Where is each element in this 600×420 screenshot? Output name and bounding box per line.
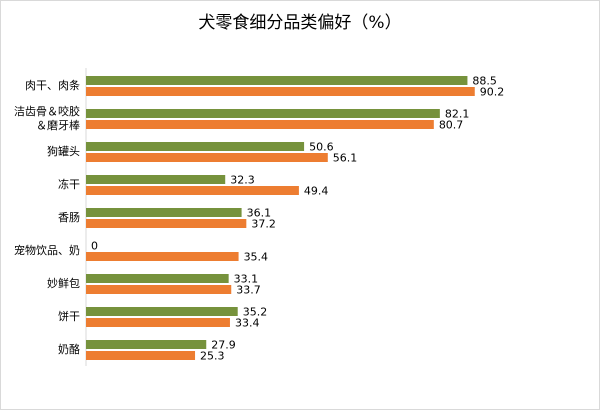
bar	[86, 120, 434, 129]
value-label: 33.1	[234, 273, 259, 286]
bar	[86, 340, 207, 349]
value-label: 82.1	[445, 108, 470, 121]
y-tick-label: 香肠	[58, 211, 80, 224]
bar	[86, 351, 196, 360]
bar	[86, 186, 299, 195]
value-label: 33.4	[235, 317, 259, 330]
y-tick-label: 肉干、肉条	[25, 78, 80, 92]
y-tick-label: 宠物饮品、奶	[14, 243, 80, 257]
chart-title: 犬零食细分品类偏好（%）	[198, 13, 401, 33]
value-label: 0	[91, 240, 98, 253]
bar	[86, 219, 247, 228]
bar	[86, 252, 239, 261]
value-label: 88.5	[472, 75, 497, 88]
value-label: 33.7	[236, 284, 261, 297]
y-tick-label: 冻干	[58, 177, 80, 191]
bar	[86, 142, 305, 151]
bar	[86, 285, 232, 294]
value-label: 49.4	[304, 185, 329, 198]
value-label: 80.7	[439, 119, 464, 132]
bar	[86, 318, 230, 327]
value-label: 35.2	[243, 306, 268, 319]
y-tick-label: 妙鲜包	[47, 276, 80, 290]
y-tick-label: 狗罐头	[47, 145, 80, 158]
bar	[86, 76, 468, 85]
value-label: 90.2	[480, 86, 505, 99]
value-label: 35.4	[244, 251, 269, 264]
y-tick-label: 奶酪	[58, 342, 80, 356]
value-label: 36.1	[247, 207, 272, 220]
bar	[86, 307, 238, 316]
bar	[86, 87, 475, 96]
value-label: 32.3	[230, 174, 255, 187]
bar	[86, 175, 226, 184]
value-label: 25.3	[200, 350, 225, 363]
value-label: 56.1	[333, 152, 358, 165]
value-label: 27.9	[211, 339, 236, 352]
bar	[86, 208, 242, 217]
bar	[86, 274, 229, 283]
value-label: 37.2	[251, 218, 276, 231]
y-tick-label: 饼干	[58, 309, 80, 323]
value-label: 50.6	[309, 141, 334, 154]
y-tick-label: 洁齿骨＆咬胶＆磨牙棒	[14, 104, 80, 132]
bar	[86, 153, 328, 162]
bar	[86, 109, 440, 118]
